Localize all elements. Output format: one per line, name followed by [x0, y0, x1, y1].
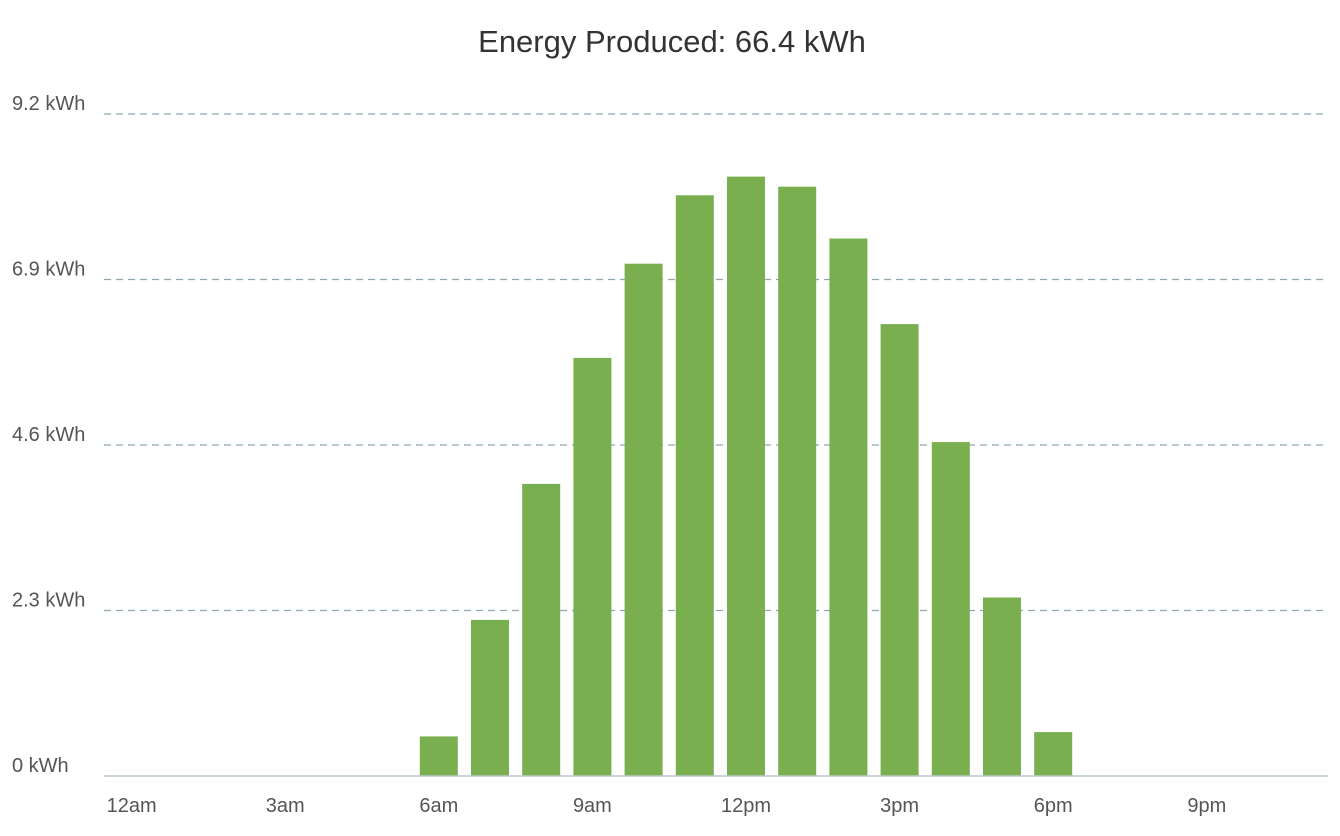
x-tick-label: 6pm: [1034, 795, 1073, 817]
bars: [419, 176, 1073, 777]
chart-title: Energy Produced: 66.4 kWh: [478, 24, 866, 59]
y-tick-label: 6.9 kWh: [12, 259, 85, 281]
x-tick-label: 6am: [419, 795, 458, 817]
x-tick-label: 12pm: [721, 795, 771, 817]
bar-6pm: [1034, 732, 1073, 776]
bar-1pm: [778, 186, 817, 776]
bar-12pm: [727, 176, 765, 777]
grid-lines: [104, 113, 1328, 612]
x-tick-label: 3pm: [880, 795, 919, 817]
y-axis-labels: 0 kWh 2.3 kWh 4.6 kWh 6.9 kWh 9.2 kWh: [12, 93, 85, 777]
y-tick-label: 4.6 kWh: [12, 424, 85, 446]
y-tick-label: 2.3 kWh: [12, 590, 85, 612]
bar-10am: [624, 263, 663, 776]
bar-2pm: [829, 238, 868, 776]
bar-6am: [419, 736, 458, 776]
x-tick-label: 12am: [107, 795, 157, 817]
bar-4pm: [931, 442, 970, 776]
y-tick-label: 9.2 kWh: [12, 93, 85, 115]
bar-9am: [573, 357, 612, 776]
x-tick-label: 3am: [266, 795, 305, 817]
bar-3pm: [880, 324, 919, 776]
x-axis-labels: 12am 3am 6am 9am 12pm 3pm 6pm 9pm: [107, 795, 1227, 817]
bar-5pm: [983, 597, 1021, 776]
x-tick-label: 9pm: [1187, 795, 1226, 817]
bar-11am: [675, 195, 714, 777]
x-tick-label: 9am: [573, 795, 612, 817]
y-tick-label: 0 kWh: [12, 755, 69, 777]
bar-7am: [471, 619, 509, 776]
bar-8am: [522, 483, 561, 776]
